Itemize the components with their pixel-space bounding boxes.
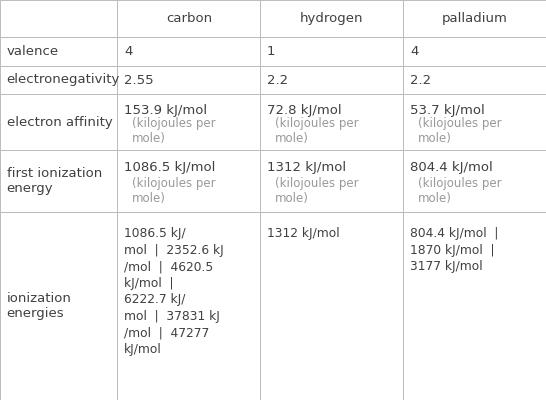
- Text: 53.7 kJ/mol: 53.7 kJ/mol: [410, 104, 485, 116]
- Text: 1: 1: [267, 45, 276, 58]
- Bar: [403, 37, 546, 66]
- Text: carbon: carbon: [166, 12, 212, 25]
- Bar: [117, 94, 260, 150]
- Text: 804.4 kJ/mol  |
1870 kJ/mol  |
3177 kJ/mol: 804.4 kJ/mol | 1870 kJ/mol | 3177 kJ/mol: [410, 228, 498, 274]
- Text: (kilojoules per
mole): (kilojoules per mole): [275, 117, 359, 145]
- Bar: [0, 94, 117, 150]
- Bar: [117, 0, 260, 37]
- Text: 1086.5 kJ/mol: 1086.5 kJ/mol: [124, 161, 215, 174]
- Text: 4: 4: [124, 45, 132, 58]
- Bar: [403, 150, 546, 212]
- Text: (kilojoules per
mole): (kilojoules per mole): [418, 177, 502, 205]
- Text: palladium: palladium: [442, 12, 508, 25]
- Bar: [0, 150, 117, 212]
- Text: (kilojoules per
mole): (kilojoules per mole): [418, 117, 502, 145]
- Text: valence: valence: [7, 45, 58, 58]
- Text: 72.8 kJ/mol: 72.8 kJ/mol: [267, 104, 342, 116]
- Bar: [403, 94, 546, 150]
- Text: 1312 kJ/mol: 1312 kJ/mol: [267, 228, 340, 240]
- Bar: [260, 37, 403, 66]
- Bar: [260, 212, 403, 400]
- Text: 4: 4: [410, 45, 418, 58]
- Bar: [260, 0, 403, 37]
- Text: 2.2: 2.2: [267, 74, 288, 86]
- Text: (kilojoules per
mole): (kilojoules per mole): [132, 117, 216, 145]
- Bar: [117, 150, 260, 212]
- Text: electron affinity: electron affinity: [7, 116, 112, 129]
- Text: 1312 kJ/mol: 1312 kJ/mol: [267, 161, 346, 174]
- Bar: [0, 212, 117, 400]
- Text: 2.55: 2.55: [124, 74, 153, 86]
- Text: 804.4 kJ/mol: 804.4 kJ/mol: [410, 161, 493, 174]
- Bar: [117, 37, 260, 66]
- Bar: [260, 150, 403, 212]
- Text: 2.2: 2.2: [410, 74, 431, 86]
- Bar: [0, 0, 117, 37]
- Text: (kilojoules per
mole): (kilojoules per mole): [275, 177, 359, 205]
- Bar: [260, 66, 403, 94]
- Bar: [403, 212, 546, 400]
- Text: ionization
energies: ionization energies: [7, 292, 72, 320]
- Bar: [0, 66, 117, 94]
- Text: electronegativity: electronegativity: [7, 74, 120, 86]
- Text: first ionization
energy: first ionization energy: [7, 167, 102, 195]
- Bar: [117, 212, 260, 400]
- Bar: [403, 66, 546, 94]
- Bar: [0, 37, 117, 66]
- Text: 153.9 kJ/mol: 153.9 kJ/mol: [124, 104, 207, 116]
- Bar: [117, 66, 260, 94]
- Text: (kilojoules per
mole): (kilojoules per mole): [132, 177, 216, 205]
- Bar: [260, 94, 403, 150]
- Text: hydrogen: hydrogen: [300, 12, 364, 25]
- Text: 1086.5 kJ/
mol  |  2352.6 kJ
/mol  |  4620.5
kJ/mol  |
6222.7 kJ/
mol  |  37831 : 1086.5 kJ/ mol | 2352.6 kJ /mol | 4620.5…: [124, 228, 224, 356]
- Bar: [403, 0, 546, 37]
